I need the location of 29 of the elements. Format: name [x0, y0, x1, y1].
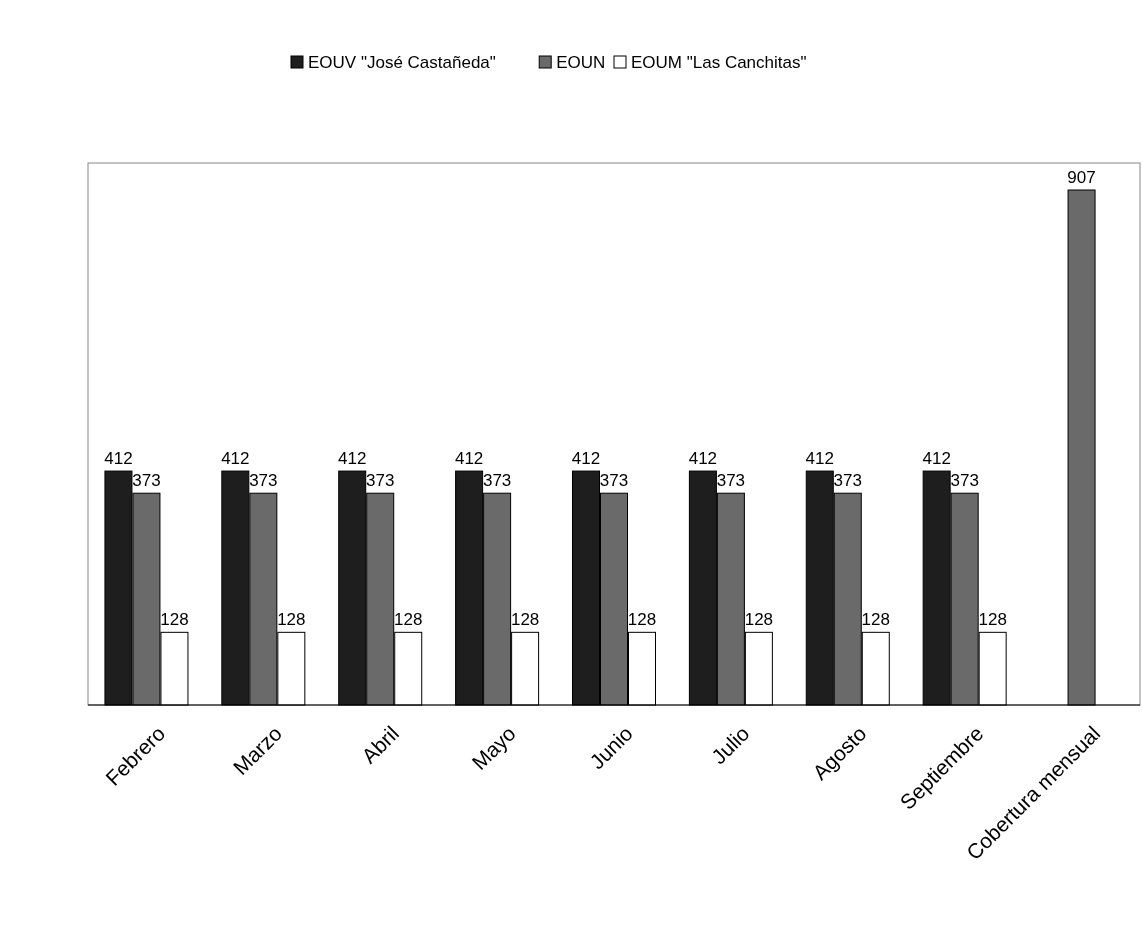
data-label: 373	[716, 471, 746, 491]
data-label: 128	[627, 610, 657, 630]
data-label: 373	[366, 471, 395, 491]
data-label: 412	[454, 449, 484, 469]
data-label: 373	[833, 471, 862, 491]
data-label: 373	[482, 471, 512, 491]
data-label: 373	[249, 471, 278, 491]
data-label: 128	[160, 610, 189, 630]
data-label: 128	[510, 610, 540, 630]
legend-label: EOUM "Las Canchitas"	[631, 53, 807, 72]
data-label: 412	[805, 449, 834, 469]
data-label: 412	[338, 449, 367, 469]
legend-label: EOUN	[556, 53, 606, 72]
data-label: 128	[394, 610, 423, 630]
data-label: 373	[599, 471, 629, 491]
data-label: 412	[571, 449, 601, 469]
data-label: 128	[277, 610, 306, 630]
data-label: 412	[922, 449, 951, 469]
data-label: 128	[744, 610, 774, 630]
data-label: 373	[132, 471, 161, 491]
data-label: 128	[861, 610, 890, 630]
data-label: 128	[978, 610, 1007, 630]
data-label: 412	[221, 449, 250, 469]
data-label: 412	[104, 449, 133, 469]
data-label: 907	[1067, 168, 1096, 187]
x-tick-label: Julio	[706, 721, 754, 769]
data-label: 412	[688, 449, 718, 469]
legend-label: EOUV "José Castañeda"	[308, 53, 496, 72]
data-label: 373	[950, 471, 979, 491]
